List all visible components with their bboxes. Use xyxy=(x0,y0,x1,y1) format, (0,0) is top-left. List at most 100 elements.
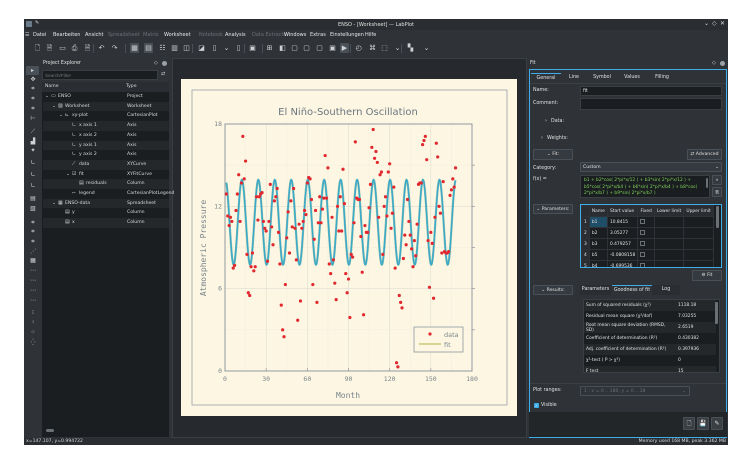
param-fixed-checkbox[interactable] xyxy=(640,252,646,257)
tool-18[interactable]: ⋰ xyxy=(30,248,36,255)
param-row[interactable]: 3 b3 0.479257 xyxy=(581,238,714,250)
weights-section-label[interactable]: Weights: xyxy=(547,136,568,141)
param-start-value[interactable]: -0.0808158 xyxy=(606,249,639,261)
tab-symbol[interactable]: Symbol xyxy=(593,75,611,80)
chevron-down-icon[interactable]: ⌄ xyxy=(45,94,49,99)
column-header-name[interactable]: Name xyxy=(45,84,59,89)
results-section-button[interactable]: ⌄ Results: xyxy=(533,285,573,295)
menu-analysis[interactable]: Analysis xyxy=(225,32,246,38)
tool-21[interactable]: ⋯ xyxy=(30,277,36,284)
toolbar-button-22[interactable]: ▢ xyxy=(316,44,323,52)
toolbar-button-12[interactable]: ◫ xyxy=(183,44,190,52)
category-select[interactable]: Custom ⌄ xyxy=(580,162,722,172)
result-tab-goodness-of-fit[interactable]: Goodness of fit xyxy=(612,285,652,295)
tool-22[interactable]: ⋯ xyxy=(30,287,36,294)
param-name[interactable]: b2 xyxy=(588,227,608,239)
toolbar-button-11[interactable]: ▥ xyxy=(171,44,178,52)
minimize-button[interactable]: ⌄ xyxy=(704,20,710,27)
advanced-button[interactable]: ⇄ Advanced xyxy=(687,149,722,160)
param-row[interactable]: 4 b5 -0.0808158 xyxy=(581,249,714,261)
chevron-down-icon[interactable]: ⌄ xyxy=(52,103,56,109)
param-header[interactable]: Fixed xyxy=(637,205,655,217)
tool-10[interactable]: ∟ xyxy=(30,159,36,166)
tree-item-xy-plot[interactable]: ⌄ ⊾ xy-plot CartesianPlot xyxy=(43,111,169,122)
search-input[interactable] xyxy=(42,70,158,80)
data-section-toggle[interactable]: › xyxy=(545,119,547,124)
float-icon[interactable]: ◇ xyxy=(712,60,716,66)
tree-item-y-axis-1[interactable]: ∟ y axis 1 Axis xyxy=(43,140,169,151)
menu-einstellungen[interactable]: Einstellungen xyxy=(330,32,364,38)
param-start-value[interactable]: 3.05277 xyxy=(606,227,639,239)
param-header[interactable]: Upper limit xyxy=(683,205,714,217)
result-tab-log[interactable]: Log xyxy=(652,285,680,295)
save-template-button[interactable]: ✎ xyxy=(711,417,723,430)
param-upper-limit[interactable] xyxy=(683,260,714,267)
toolbar-button-20[interactable]: ▢ xyxy=(291,44,298,52)
tree-item-x-axis-2[interactable]: ∟ x axis 2 Axis xyxy=(43,130,169,141)
formula-scrollbar[interactable] xyxy=(706,178,708,188)
toolbar-button-28[interactable]: ⌄ xyxy=(394,44,401,52)
visible-checkbox[interactable]: ✓ xyxy=(534,403,539,408)
pin-icon[interactable]: ✎ xyxy=(35,20,40,26)
param-row[interactable]: 1 b1 10.8415 xyxy=(581,216,714,228)
chevron-down-icon[interactable]: ⌄ xyxy=(52,200,56,206)
filter-options-icon[interactable]: ⇄ xyxy=(161,71,166,77)
menu-ansicht[interactable]: Ansicht xyxy=(85,32,104,38)
functions-button[interactable]: π xyxy=(712,187,722,197)
toolbar-button-25[interactable]: ◴ xyxy=(355,44,362,52)
tree-item-worksheet[interactable]: ⌄ ▨ Worksheet Worksheet xyxy=(43,101,169,112)
toolbar-button-5[interactable]: 🗎 xyxy=(84,44,91,52)
param-start-value[interactable]: 0.479257 xyxy=(606,238,639,250)
tool-4[interactable]: ⌗ xyxy=(31,95,35,102)
tab-filling[interactable]: Filling xyxy=(655,75,669,80)
parameters-scrollbar[interactable] xyxy=(716,206,719,228)
toolbar-button-19[interactable]: ◧ xyxy=(279,44,286,52)
param-fixed-checkbox[interactable] xyxy=(640,230,646,235)
tab-values[interactable]: Values xyxy=(624,75,640,80)
tree-item-x[interactable]: ▤ x Column xyxy=(43,218,169,228)
tool-17[interactable]: ⌗ xyxy=(31,238,35,245)
formula-input[interactable]: b1 + b2*cos( 2*pi*x/12 ) + b3*sin( 2*pi*… xyxy=(580,175,710,198)
tool-25[interactable]: ⁖ xyxy=(31,319,35,326)
tool-12[interactable]: ∟ xyxy=(30,182,36,189)
tree-item-x-axis-1[interactable]: ∟ x axis 1 Axis xyxy=(43,121,169,131)
toolbar-button-10[interactable]: ☷ xyxy=(159,44,166,52)
tool-23[interactable]: ⋯ xyxy=(30,297,36,304)
param-name[interactable]: b3 xyxy=(588,238,608,250)
tool-14[interactable]: ▧ xyxy=(30,205,36,212)
menu-worksheet[interactable]: Worksheet xyxy=(164,32,191,38)
tool-20[interactable]: ⋯ xyxy=(30,267,36,274)
toolbar-button-21[interactable]: ▢ xyxy=(303,44,310,52)
result-tab-parameters[interactable]: Parameters xyxy=(580,285,611,295)
param-row[interactable]: 2 b2 3.05277 xyxy=(581,227,714,239)
tree-item-y[interactable]: ▤ y Column xyxy=(43,208,169,219)
param-row[interactable]: 5 b4 -0.699536 xyxy=(581,260,714,267)
tree-item-fit[interactable]: ⌄ ☑ fit XYFitCurve xyxy=(43,169,169,180)
tree-item-enso-data[interactable]: ⌄ ▦ ENSO-data Spreadsheet xyxy=(43,198,169,209)
tab-line[interactable]: Line xyxy=(569,75,579,80)
param-header[interactable]: Start value xyxy=(606,205,639,217)
tool-11[interactable]: ∟ xyxy=(30,171,36,178)
param-upper-limit[interactable] xyxy=(683,227,714,239)
toolbar-button-14[interactable]: ▯ xyxy=(212,44,217,52)
toolbar-button-4[interactable]: ⎙ xyxy=(71,44,78,52)
tool-15[interactable]: ⌗ xyxy=(31,219,35,226)
chevron-down-icon[interactable]: ⌄ xyxy=(66,171,70,177)
parameters-section-button[interactable]: ⌄ Parameters: xyxy=(533,204,573,214)
fit-button[interactable]: ⚙ Fit xyxy=(692,270,722,281)
tool-24[interactable]: ⁝ xyxy=(32,309,34,316)
param-header[interactable]: Lower limit xyxy=(653,205,685,217)
menu-extras[interactable]: Extras xyxy=(310,32,326,38)
toolbar-button-29[interactable]: ▚ xyxy=(407,44,414,52)
tool-13[interactable]: ▤ xyxy=(30,195,36,202)
parameters-table[interactable]: Name Start value Fixed Lower limit Upper lim… xyxy=(580,204,722,268)
param-name[interactable]: b4 xyxy=(588,260,608,267)
results-scrollbar[interactable] xyxy=(715,302,718,324)
menu-windows[interactable]: Windows xyxy=(284,32,307,38)
param-fixed-checkbox[interactable] xyxy=(640,241,646,246)
param-lower-limit[interactable] xyxy=(653,249,685,261)
tool-27[interactable]: ⁛ xyxy=(30,339,36,346)
horizontal-scrollbar[interactable] xyxy=(46,429,54,432)
tool-2[interactable]: ✥ xyxy=(30,76,36,83)
tree-item-y-axis-2[interactable]: ∟ y axis 2 Axis xyxy=(43,150,169,160)
